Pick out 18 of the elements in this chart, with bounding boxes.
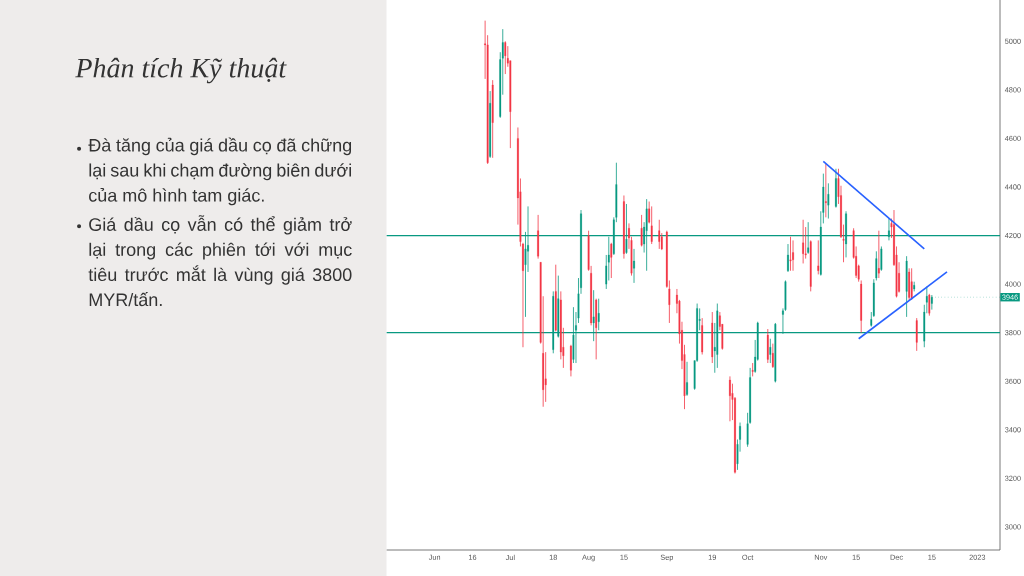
- candlestick: [860, 280, 863, 334]
- text: Giá dầu cọ vẫn có thể giảm trở lại trong các phiên tới với mục tiêu trước mắt là vùng giá 3800 MYR/tấn.: [88, 215, 352, 307]
- candlestick: [650, 206, 653, 245]
- candlestick: [769, 338, 772, 364]
- candlestick: [489, 90, 492, 159]
- candlestick: [491, 79, 494, 159]
- candlestick: [554, 264, 557, 332]
- candlestick: [905, 255, 908, 318]
- text: Đà tăng của giá dầu cọ đã chững lại sau khi chạm đường biên dưới của mô hình tam giác.: [88, 137, 352, 206]
- candlestick: [915, 317, 918, 352]
- candlestick: [658, 219, 661, 250]
- candlestick: [880, 246, 883, 272]
- candlestick: [751, 362, 754, 377]
- text: Phân tích Kỹ thuật: [75, 57, 287, 84]
- candlestick: [913, 281, 916, 292]
- candlestick: [504, 40, 507, 75]
- candlestick: [827, 182, 830, 219]
- candlestick: [701, 317, 704, 355]
